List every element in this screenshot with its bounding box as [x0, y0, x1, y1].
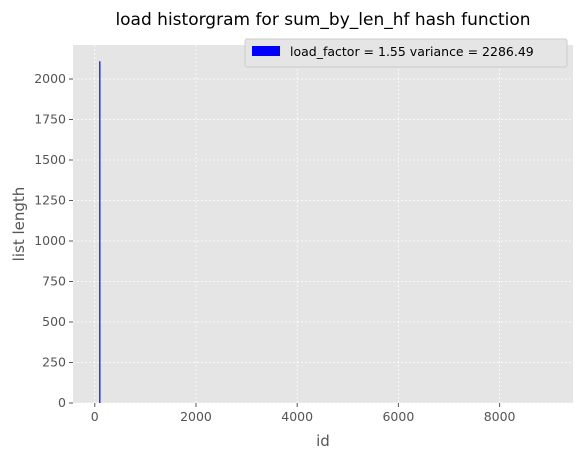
y-tick-label: 1500: [34, 152, 66, 167]
y-tick-label: 500: [42, 314, 66, 329]
y-axis-label: list length: [10, 187, 28, 262]
y-tick-label: 2000: [34, 71, 66, 86]
plot-background: [73, 45, 573, 403]
y-tick-label: 1250: [34, 193, 66, 208]
legend: load_factor = 1.55 variance = 2286.49: [244, 38, 568, 68]
legend-swatch: [252, 46, 280, 56]
x-ticks: 0 2000 4000 6000 8000: [91, 403, 516, 424]
bars-group: [99, 61, 101, 403]
y-ticks: 0 250 500 750 1000 1250 1500 1750 2000: [34, 71, 73, 410]
legend-box: [244, 38, 568, 68]
y-tick-label: 0: [58, 395, 66, 410]
legend-entry-label: load_factor = 1.55 variance = 2286.49: [290, 44, 534, 59]
x-tick-label: 6000: [382, 409, 414, 424]
y-tick-label: 250: [42, 355, 66, 370]
y-tick-label: 1000: [34, 233, 66, 248]
x-axis-label: id: [316, 432, 330, 450]
x-tick-label: 4000: [281, 409, 313, 424]
histogram-bar: [99, 61, 101, 403]
y-tick-label: 1750: [34, 112, 66, 127]
x-tick-label: 8000: [484, 409, 516, 424]
y-tick-label: 750: [42, 274, 66, 289]
x-tick-label: 0: [91, 409, 99, 424]
x-tick-label: 2000: [180, 409, 212, 424]
grid-lines: [73, 45, 573, 404]
chart-title: load historgram for sum_by_len_hf hash f…: [115, 10, 530, 30]
